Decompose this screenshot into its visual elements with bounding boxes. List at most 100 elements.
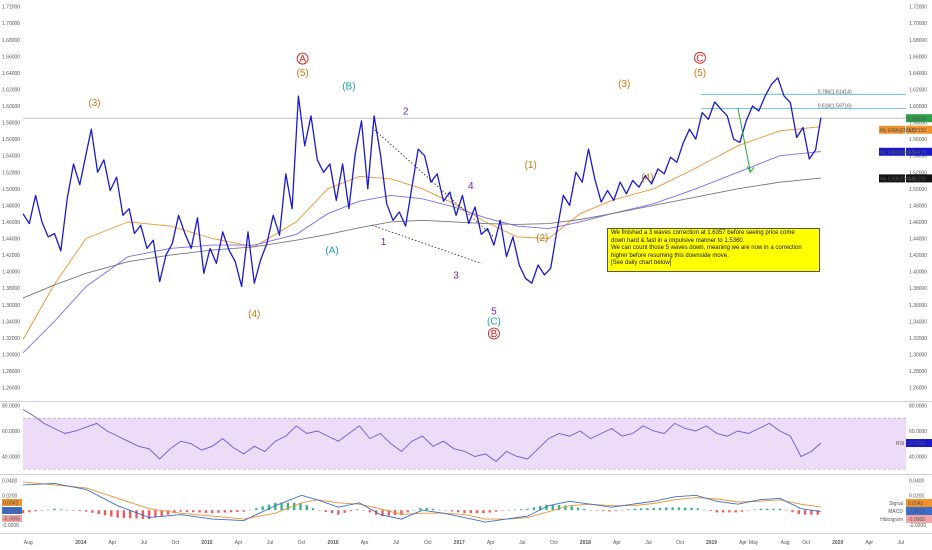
macd-histogram-bar: [166, 510, 170, 515]
macd-histogram-bar: [173, 510, 176, 514]
price-tick-right: 1.32000: [909, 336, 927, 342]
macd-histogram-bar: [72, 510, 75, 511]
macd-histogram-bar: [129, 510, 132, 519]
macd-histogram-bar: [362, 510, 365, 511]
price-tick-right: 1.56000: [909, 137, 927, 143]
macd-histogram-bar: [406, 510, 409, 513]
macd-histogram-bar: [192, 510, 195, 513]
macd-histogram-bar: [545, 504, 548, 511]
macd-histogram-bar: [204, 510, 208, 513]
macd-histogram-bar: [507, 510, 510, 511]
macd-histogram-bar: [684, 507, 687, 511]
price-tick-right: 1.42000: [909, 253, 927, 259]
macd-histogram-bar: [677, 507, 681, 511]
rsi-band: [23, 418, 906, 470]
macd-tick-left: -0.0200: [2, 523, 19, 529]
rsi-tick-left: 60.0000: [2, 429, 20, 435]
macd-histogram-bar: [84, 510, 88, 512]
macd-histogram-bar: [438, 509, 441, 511]
macd-histogram-bar: [343, 510, 346, 513]
time-axis-label: Aug: [24, 540, 33, 546]
price-axis-tag-bg: [906, 114, 932, 123]
macd-histogram-bar: [494, 510, 498, 512]
time-axis-label: Oct: [172, 540, 180, 546]
macd-histogram-bar: [715, 510, 718, 513]
macd-tag-label: Signal: [889, 501, 903, 507]
macd-histogram-bar: [34, 510, 37, 512]
analysis-note-line: We can count those 5 waves down, meaning…: [611, 245, 802, 251]
macd-tag-right-bg: [906, 515, 932, 523]
macd-histogram-bar: [759, 508, 763, 511]
time-axis-label: Jul: [141, 540, 147, 546]
ema-series-line: [22, 126, 821, 340]
price-tick-left: 1.66000: [2, 54, 20, 60]
macd-histogram-bar: [557, 504, 561, 511]
macd-tick-left: 0.0200: [2, 493, 18, 499]
macd-histogram-bar: [103, 510, 107, 516]
time-axis-label: 2019: [706, 540, 717, 546]
macd-tick-left: 0.0400: [2, 478, 18, 484]
macd-histogram-bar: [696, 508, 700, 511]
macd-histogram-bar: [646, 508, 649, 511]
macd-tick-right: -0.0200: [909, 523, 926, 529]
macd-histogram-bar: [791, 510, 794, 513]
time-axis-label: Apr: [865, 540, 873, 546]
macd-histogram-bar: [431, 508, 435, 511]
macd-histogram-bar: [356, 509, 359, 511]
macd-histogram-bar: [280, 502, 283, 511]
price-tick-left: 1.40000: [2, 270, 20, 276]
macd-tag-label: Histogram: [880, 517, 903, 523]
macd-histogram-bar: [564, 505, 567, 511]
price-tick-right: 1.44000: [909, 237, 927, 243]
time-axis-label: Apr: [487, 540, 495, 546]
macd-histogram-bar: [444, 510, 447, 511]
macd-histogram-bar: [122, 510, 126, 518]
macd-tag-right: -0.0019: [908, 509, 925, 515]
price-tick-left: 1.28000: [2, 369, 20, 375]
time-axis-label: Jul: [645, 540, 651, 546]
macd-histogram-bar: [53, 508, 56, 511]
price-axis-tag: 1.54474: [908, 150, 926, 156]
time-axis-label: Apr: [361, 540, 369, 546]
wave-label-circle: [694, 51, 706, 64]
price-tick-left: 1.52000: [2, 170, 20, 176]
rsi-tag-bg: [906, 439, 932, 448]
macd-histogram-bar: [324, 510, 327, 512]
macd-histogram-bar: [665, 507, 668, 511]
wave-label: (5): [694, 68, 706, 79]
macd-histogram-bar: [532, 507, 536, 511]
time-axis-label: Jul: [519, 540, 525, 546]
macd-histogram-bar: [21, 510, 25, 514]
wave-label: (5): [296, 68, 308, 79]
macd-histogram-bar: [595, 510, 599, 511]
macd-histogram-bar: [381, 510, 384, 516]
macd-histogram-bar: [78, 510, 81, 512]
macd-histogram-bar: [305, 505, 309, 511]
forecast-arrow-head: [746, 166, 755, 174]
macd-histogram-bar: [141, 510, 145, 519]
macd-histogram-bar: [349, 510, 353, 512]
macd-histogram-bar: [412, 510, 416, 511]
price-axis-tag-bg: [906, 125, 932, 134]
macd-histogram-bar: [721, 510, 725, 513]
macd-histogram-bar: [784, 510, 788, 511]
time-axis-label: Apr: [108, 540, 116, 546]
analysis-note: We finished a 3 waves correction at 1.63…: [607, 228, 820, 272]
macd-histogram-bar: [740, 510, 744, 512]
macd-histogram-bar: [179, 510, 182, 512]
price-tick-right: 1.68000: [909, 38, 927, 44]
macd-histogram-bar: [450, 510, 454, 512]
macd-histogram-bar: [425, 507, 428, 511]
macd-histogram-bar: [368, 510, 372, 513]
macd-histogram-bar: [198, 510, 201, 513]
macd-tag-left: 0.0042: [3, 501, 19, 507]
price-tick-right: 1.58000: [909, 121, 927, 127]
macd-histogram-bar: [217, 510, 220, 513]
time-axis-label: Jul: [267, 540, 273, 546]
macd-histogram-bar: [671, 507, 674, 511]
rsi-tick-right: 40.0000: [909, 454, 927, 460]
macd-histogram-bar: [690, 507, 693, 511]
macd-histogram-bar: [482, 510, 485, 514]
macd-histogram-bar: [816, 510, 819, 515]
